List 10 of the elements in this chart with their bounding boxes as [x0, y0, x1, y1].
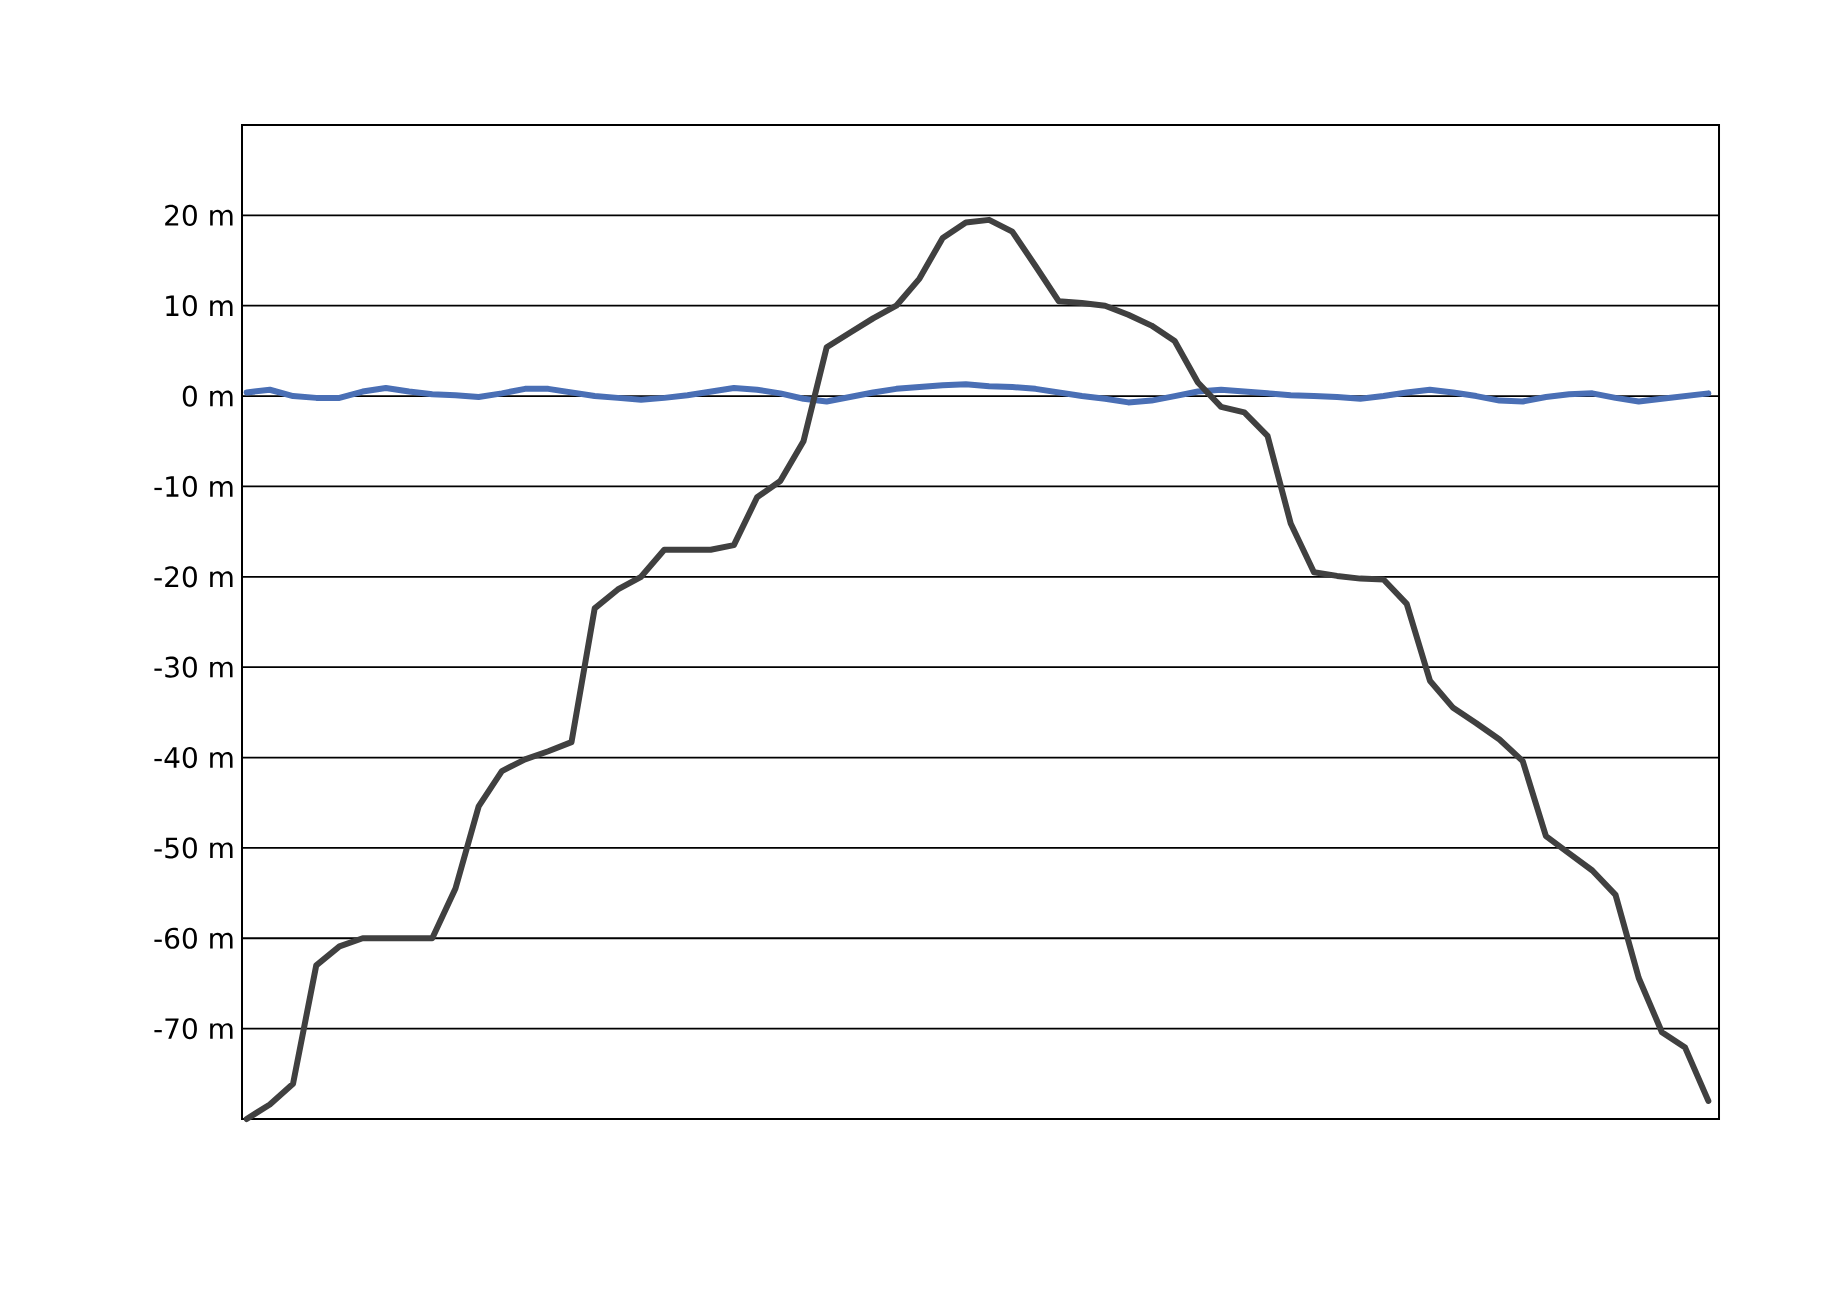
y-tick-label: -40 m [154, 746, 233, 769]
y-tick-label: -10 m [154, 475, 233, 498]
y-tick-label: -30 m [154, 656, 233, 678]
y-tick-label: -60 m [154, 927, 233, 949]
y-tick-label: -20 m [154, 566, 233, 588]
y-tick-label: 20 m [165, 204, 233, 226]
y-tick-label: -70 m [154, 1018, 233, 1040]
y-tick-label: 0 m [182, 385, 233, 407]
y-tick-label: -50 m [154, 837, 233, 859]
y-tick-label: 10 m [166, 295, 233, 317]
